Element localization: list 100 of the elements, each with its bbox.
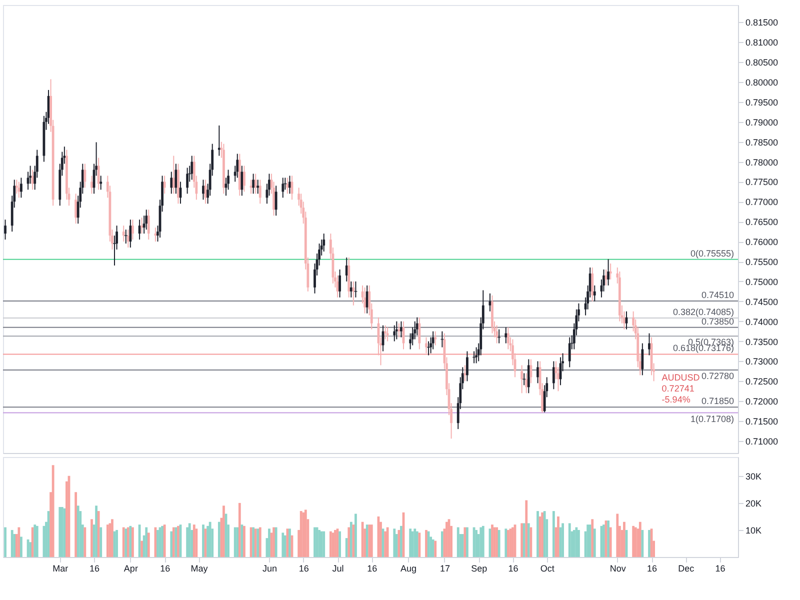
candlestick <box>522 372 526 386</box>
candlestick <box>400 320 402 338</box>
candlestick <box>536 360 539 384</box>
ref-line-label: 0.72780 <box>701 371 734 382</box>
candlestick <box>84 163 86 188</box>
bar <box>354 514 357 557</box>
y-tick-label: 0.80000 <box>746 77 778 88</box>
candlestick <box>398 322 400 338</box>
y-tick-label: 0.81000 <box>746 38 778 48</box>
y-tick-label: 0.75500 <box>746 257 778 268</box>
y-tick-label: 0.71000 <box>746 436 778 447</box>
bar <box>145 527 148 557</box>
candlestick <box>322 233 326 252</box>
y-tick-label: 0.77500 <box>746 177 778 188</box>
bar <box>641 530 644 557</box>
bar <box>238 502 241 557</box>
bar <box>466 527 468 557</box>
candlestick <box>440 330 444 348</box>
bar <box>186 527 189 557</box>
x-tick-label: May <box>190 564 208 574</box>
y-tick-label: 0.79500 <box>746 97 778 108</box>
bar <box>446 522 448 557</box>
bar <box>90 519 93 557</box>
bar <box>84 527 86 557</box>
bar <box>236 527 239 557</box>
bar <box>393 528 396 557</box>
bar <box>400 526 402 557</box>
ref-line-label: 0.74510 <box>701 290 734 300</box>
bar <box>100 527 102 557</box>
bar <box>63 508 66 557</box>
candlestick <box>258 179 262 204</box>
x-tick-label: 16 <box>90 564 100 574</box>
ref-line-label: 1(0.71708) <box>690 414 734 424</box>
bar <box>648 530 650 557</box>
bar <box>240 524 244 557</box>
candlestick <box>530 358 532 384</box>
candlestick <box>282 177 284 198</box>
candlestick <box>252 173 255 194</box>
candlestick <box>132 219 134 240</box>
annotation: -5.94% <box>662 394 690 405</box>
bar <box>174 527 178 557</box>
x-tick-label: 16 <box>508 564 518 574</box>
bar <box>218 522 220 557</box>
ref-line-label: 0.618(0.73176) <box>672 343 734 354</box>
bar <box>536 511 539 557</box>
candlestick <box>384 324 386 340</box>
bar <box>74 492 78 557</box>
candlestick <box>475 346 478 364</box>
y-tick-label: 0.75000 <box>746 276 778 287</box>
y-tick-label: 0.78500 <box>746 137 778 148</box>
bar <box>338 531 341 557</box>
bar <box>386 527 389 557</box>
candlestick <box>218 124 220 156</box>
x-tick-label: 16 <box>298 564 309 574</box>
bar <box>222 506 225 557</box>
bar <box>129 526 132 557</box>
candlestick <box>288 175 291 194</box>
x-tick-label: Mar <box>52 564 68 574</box>
candlestick <box>506 326 510 350</box>
candlestick <box>236 153 239 178</box>
candlestick <box>552 360 555 390</box>
x-tick-label: Dec <box>678 564 695 574</box>
candlestick <box>525 372 528 394</box>
candlestick <box>354 280 358 298</box>
y-tick-label: 0.76500 <box>746 217 778 228</box>
candlestick <box>609 263 612 280</box>
candlestick <box>496 324 498 344</box>
annotation: 0.72741 <box>662 384 694 394</box>
candlestick <box>593 284 596 302</box>
bar <box>368 524 371 557</box>
candlestick <box>122 225 125 242</box>
bar <box>552 511 555 557</box>
bar <box>496 527 498 557</box>
candlestick <box>364 286 366 314</box>
bar <box>170 531 173 557</box>
bar <box>525 500 528 557</box>
bar <box>288 528 291 557</box>
candlestick <box>427 340 430 356</box>
candlestick <box>418 316 421 350</box>
bar <box>562 523 564 557</box>
y-tick-label: 30K <box>746 471 762 482</box>
x-tick-label: Jul <box>332 564 344 574</box>
y-tick-label: 0.74000 <box>746 316 778 327</box>
candlestick <box>100 175 102 190</box>
candlestick <box>190 155 194 180</box>
candlestick <box>202 179 204 200</box>
candlestick <box>74 193 78 224</box>
candlestick <box>425 336 428 354</box>
candlestick <box>434 330 437 346</box>
bar <box>593 528 596 557</box>
bar <box>480 527 482 557</box>
bar <box>286 528 289 557</box>
bar <box>97 511 100 557</box>
annotation: AUDUSD <box>662 372 700 383</box>
bar <box>243 526 246 557</box>
candlestick <box>607 258 610 286</box>
bar <box>498 530 500 557</box>
bar <box>161 526 164 557</box>
candlestick <box>520 364 524 394</box>
candlestick <box>274 185 278 216</box>
